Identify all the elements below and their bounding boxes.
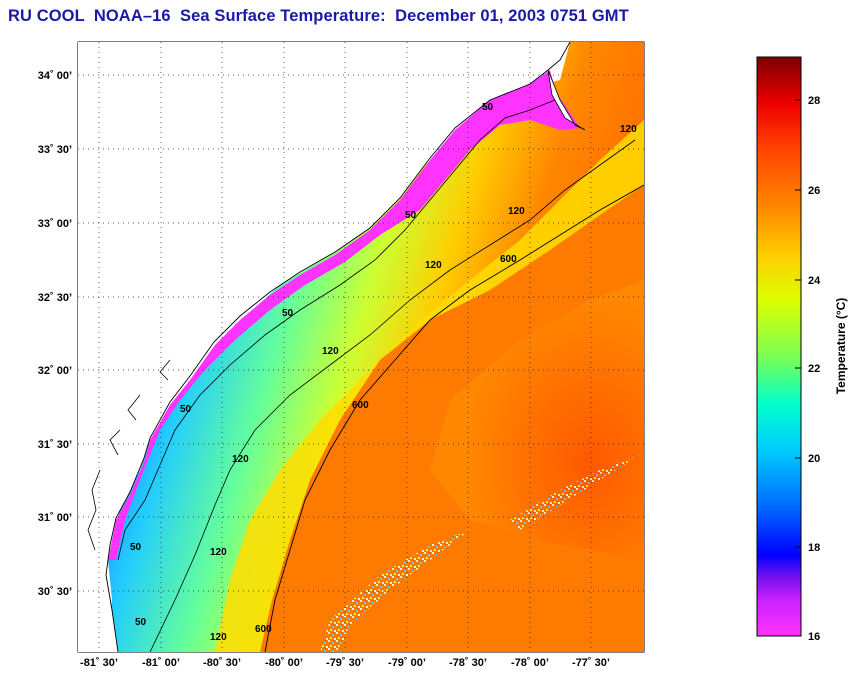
land-mask	[78, 42, 570, 652]
isobath-50m	[117, 99, 556, 561]
lon-tick-label: -81˚ 30’	[80, 657, 118, 669]
contour-label: 50	[130, 542, 142, 553]
colorbar-tick-label: 18	[808, 542, 820, 554]
contour-label: 120	[620, 124, 637, 135]
lon-tick-label: -80˚ 00’	[265, 657, 303, 669]
colorbar-tick-label: 20	[808, 453, 820, 465]
lon-tick-label: -78˚ 00’	[511, 657, 549, 669]
map-title: RU COOL NOAA–16 Sea Surface Temperature:…	[8, 7, 629, 25]
colorbar-tick-label: 28	[808, 95, 820, 107]
lat-tick-label: 32˚ 00’	[38, 365, 72, 377]
gulf-stream-warmest	[430, 280, 644, 560]
lat-tick-label: 32˚ 30’	[38, 292, 72, 304]
colorbar-tick-label: 22	[808, 363, 820, 375]
contour-label: 600	[500, 254, 517, 265]
contour-label: 120	[210, 547, 227, 558]
lat-tick-label: 31˚ 00’	[38, 512, 72, 524]
contour-label: 600	[255, 624, 272, 635]
latitude-axis: 34˚ 00’ 33˚ 30’ 33˚ 00’ 32˚ 30’ 32˚ 00’ …	[38, 70, 72, 598]
colorbar-ticks	[795, 99, 801, 637]
colorbar-gradient	[756, 56, 802, 637]
contour-label: 120	[210, 632, 227, 643]
colorbar-title: Temperature (°C)	[834, 298, 848, 395]
lon-tick-label: -78˚ 30’	[449, 657, 487, 669]
contour-label: 600	[352, 400, 369, 411]
lon-tick-label: -80˚ 30’	[203, 657, 241, 669]
lat-tick-label: 34˚ 00’	[38, 70, 72, 82]
lat-tick-label: 33˚ 30’	[38, 144, 72, 156]
sst-field: 50 50 50 50 50 50 120 120 120 120 120 12…	[78, 42, 644, 652]
contour-label: 120	[425, 260, 442, 271]
lat-tick-label: 33˚ 00’	[38, 218, 72, 230]
lat-tick-label: 30˚ 30’	[38, 586, 72, 598]
cloud-artifact-south	[320, 530, 470, 652]
graticule	[78, 42, 644, 652]
contour-label: 120	[322, 346, 339, 357]
contour-label: 50	[180, 404, 192, 415]
colorbar-tick-label: 26	[808, 185, 820, 197]
lon-tick-label: -77˚ 30’	[572, 657, 610, 669]
contour-label: 50	[135, 617, 147, 628]
colorbar: 28 26 24 22 20 18 16 Temperature (°C)	[756, 56, 848, 643]
contour-label: 120	[232, 454, 249, 465]
contour-label: 120	[508, 206, 525, 217]
coastal-cold-fringe	[108, 70, 580, 560]
coastline	[105, 42, 571, 652]
lon-tick-label: -81˚ 00’	[142, 657, 180, 669]
contour-label: 50	[482, 102, 494, 113]
longitude-axis: -81˚ 30’ -81˚ 00’ -80˚ 30’ -80˚ 00’ -79˚…	[80, 657, 610, 669]
lon-tick-label: -79˚ 30’	[326, 657, 364, 669]
cloud-artifact-east	[510, 455, 640, 530]
estuary-lines	[87, 359, 171, 551]
isobath-120m	[149, 139, 636, 652]
colorbar-tick-label: 24	[808, 275, 821, 287]
lat-tick-label: 31˚ 30’	[38, 439, 72, 451]
contour-label: 50	[405, 210, 417, 221]
colorbar-tick-label: 16	[808, 631, 820, 643]
cape-lookout	[547, 69, 586, 131]
contour-label: 50	[282, 308, 294, 319]
isobath-600m	[264, 184, 644, 652]
lon-tick-label: -79˚ 00’	[388, 657, 426, 669]
